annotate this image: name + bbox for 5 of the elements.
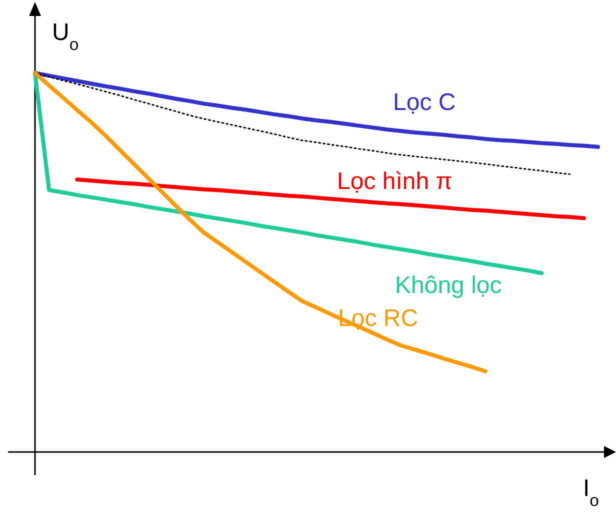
series-label: Lọc C (393, 89, 456, 116)
y-axis-title: U$_{o}$ (52, 19, 79, 54)
x-axis-title: I$_{o}$ (583, 475, 600, 510)
series-label: Không lọc (395, 272, 502, 299)
series-label: Lọc hình π (337, 168, 452, 195)
